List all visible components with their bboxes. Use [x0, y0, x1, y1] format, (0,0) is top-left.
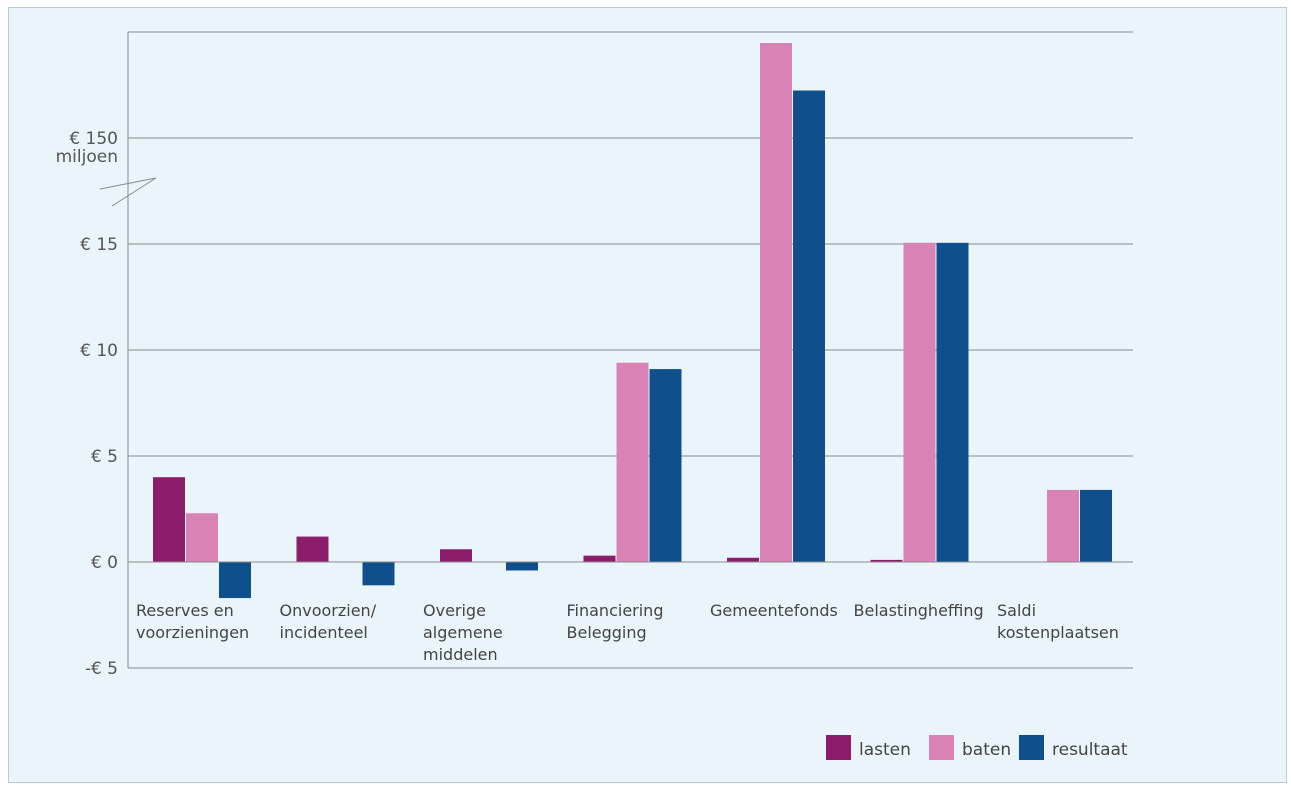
y-tick-label: € 150: [69, 129, 118, 149]
bar-resultaat: [936, 242, 969, 563]
y-tick-label: € 0: [91, 553, 118, 573]
category-label: voorzieningen: [136, 623, 249, 642]
y-tick-label: € 15: [80, 235, 118, 255]
bar-baten: [760, 43, 792, 562]
category-label: Reserves en: [136, 601, 234, 620]
legend-label-lasten: lasten: [859, 740, 911, 760]
y-unit-label: miljoen: [56, 147, 118, 167]
y-tick-label: € 10: [80, 341, 118, 361]
legend-swatch-baten: [929, 735, 954, 760]
y-tick-label: € 5: [91, 447, 118, 467]
bar-lasten: [153, 477, 185, 562]
bar-resultaat: [649, 369, 682, 562]
category-label: Gemeentefonds: [710, 601, 838, 620]
bar-baten: [616, 362, 649, 562]
category-label: algemene: [423, 623, 503, 642]
bar-baten: [186, 513, 218, 562]
bar-resultaat: [362, 562, 395, 586]
category-label: middelen: [423, 645, 498, 664]
y-tick-label: -€ 5: [85, 659, 118, 679]
legend-swatch-lasten: [826, 735, 851, 760]
bar-lasten: [440, 549, 472, 562]
bar-resultaat: [219, 562, 251, 599]
category-label: Saldi: [997, 601, 1036, 620]
bar-resultaat: [793, 90, 825, 562]
bar-lasten: [583, 555, 616, 562]
category-label: incidenteel: [280, 623, 368, 642]
category-label: Belastingheffing: [854, 601, 984, 620]
legend-label-baten: baten: [962, 740, 1011, 760]
category-label: Financiering: [567, 601, 664, 620]
bar-resultaat: [506, 562, 538, 571]
category-label: Belegging: [567, 623, 647, 642]
category-label: Overige: [423, 601, 486, 620]
category-label: kostenplaatsen: [997, 623, 1119, 642]
category-label: Onvoorzien/: [280, 601, 377, 620]
bar-resultaat: [1080, 489, 1112, 562]
bar-lasten: [727, 557, 759, 562]
legend-label-resultaat: resultaat: [1052, 740, 1128, 760]
legend-swatch-resultaat: [1019, 735, 1044, 760]
bar-baten: [1047, 489, 1079, 562]
bar-lasten: [870, 559, 903, 562]
axis-break-marker: [99, 177, 157, 207]
bar-baten: [903, 242, 936, 562]
bar-lasten: [296, 536, 329, 562]
